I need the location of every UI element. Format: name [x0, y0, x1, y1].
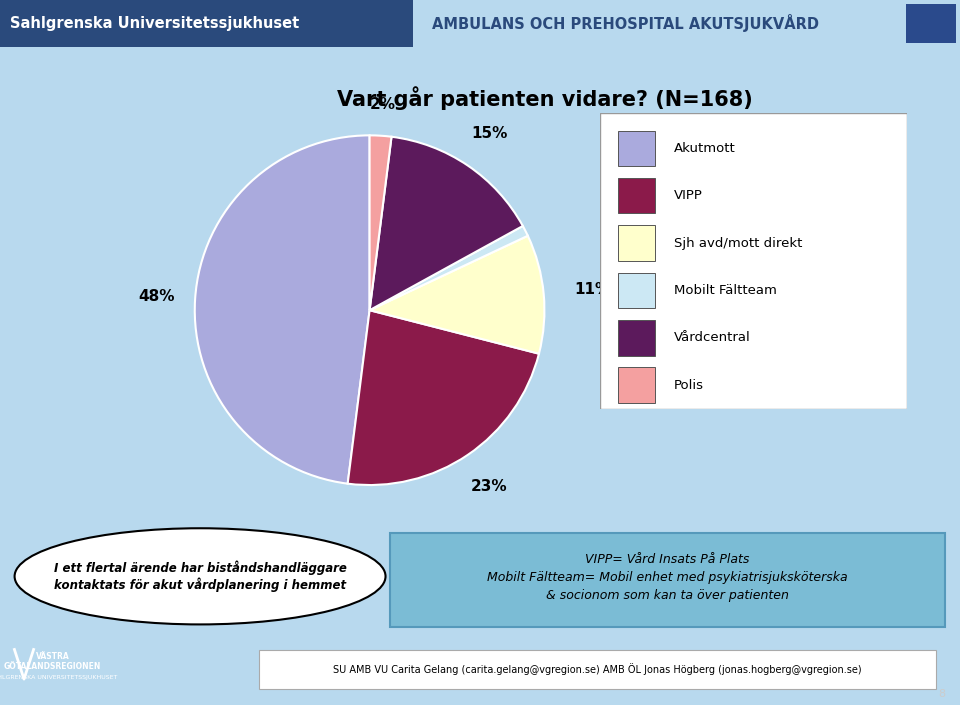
Text: Polis: Polis: [674, 379, 704, 392]
Text: 2%: 2%: [370, 97, 396, 112]
Text: Vart går patienten vidare? (N=168): Vart går patienten vidare? (N=168): [337, 86, 753, 110]
Wedge shape: [370, 137, 523, 310]
FancyBboxPatch shape: [618, 273, 656, 308]
Text: 23%: 23%: [471, 479, 508, 494]
Text: VIPP: VIPP: [674, 189, 703, 202]
FancyBboxPatch shape: [618, 226, 656, 261]
Text: Vårdcentral: Vårdcentral: [674, 331, 751, 344]
Text: 1%: 1%: [598, 180, 624, 195]
Wedge shape: [195, 135, 370, 484]
Ellipse shape: [14, 528, 386, 625]
FancyBboxPatch shape: [906, 4, 956, 43]
Text: 8: 8: [939, 689, 946, 699]
FancyBboxPatch shape: [390, 533, 945, 627]
FancyBboxPatch shape: [618, 130, 656, 166]
Text: SAHLGRENSKA UNIVERSITETSSJUKHUSET: SAHLGRENSKA UNIVERSITETSSJUKHUSET: [0, 675, 117, 680]
Text: VÄSTRA
GÖTALANDSREGIONEN: VÄSTRA GÖTALANDSREGIONEN: [4, 651, 102, 671]
Text: AMBULANS OCH PREHOSPITAL AKUTSJUKVÅRD: AMBULANS OCH PREHOSPITAL AKUTSJUKVÅRD: [432, 14, 819, 32]
FancyBboxPatch shape: [0, 0, 413, 47]
FancyBboxPatch shape: [618, 320, 656, 355]
Wedge shape: [370, 235, 544, 354]
Text: Akutmott: Akutmott: [674, 142, 735, 155]
Text: Sahlgrenska Universitetssjukhuset: Sahlgrenska Universitetssjukhuset: [10, 16, 299, 31]
Text: 48%: 48%: [138, 289, 175, 305]
FancyBboxPatch shape: [600, 113, 907, 409]
Wedge shape: [370, 135, 392, 310]
Text: Mobilt Fältteam: Mobilt Fältteam: [674, 284, 777, 297]
FancyBboxPatch shape: [259, 650, 936, 689]
Text: I ett flertal ärende har biståndshandläggare
kontaktats för akut vårdplanering i: I ett flertal ärende har biståndshandläg…: [54, 560, 347, 592]
Text: 11%: 11%: [574, 281, 611, 297]
Text: VIPP= Vård Insats På Plats
Mobilt Fältteam= Mobil enhet med psykiatrisjuksköters: VIPP= Vård Insats På Plats Mobilt Fältte…: [487, 553, 848, 602]
Text: 15%: 15%: [471, 126, 508, 141]
Text: SU AMB VU Carita Gelang (carita.gelang@vgregion.se) AMB ÖL Jonas Högberg (jonas.: SU AMB VU Carita Gelang (carita.gelang@v…: [333, 663, 861, 675]
FancyBboxPatch shape: [618, 178, 656, 214]
Wedge shape: [370, 226, 528, 310]
Text: Sjh avd/mott direkt: Sjh avd/mott direkt: [674, 237, 803, 250]
Wedge shape: [348, 310, 539, 485]
FancyBboxPatch shape: [618, 367, 656, 403]
